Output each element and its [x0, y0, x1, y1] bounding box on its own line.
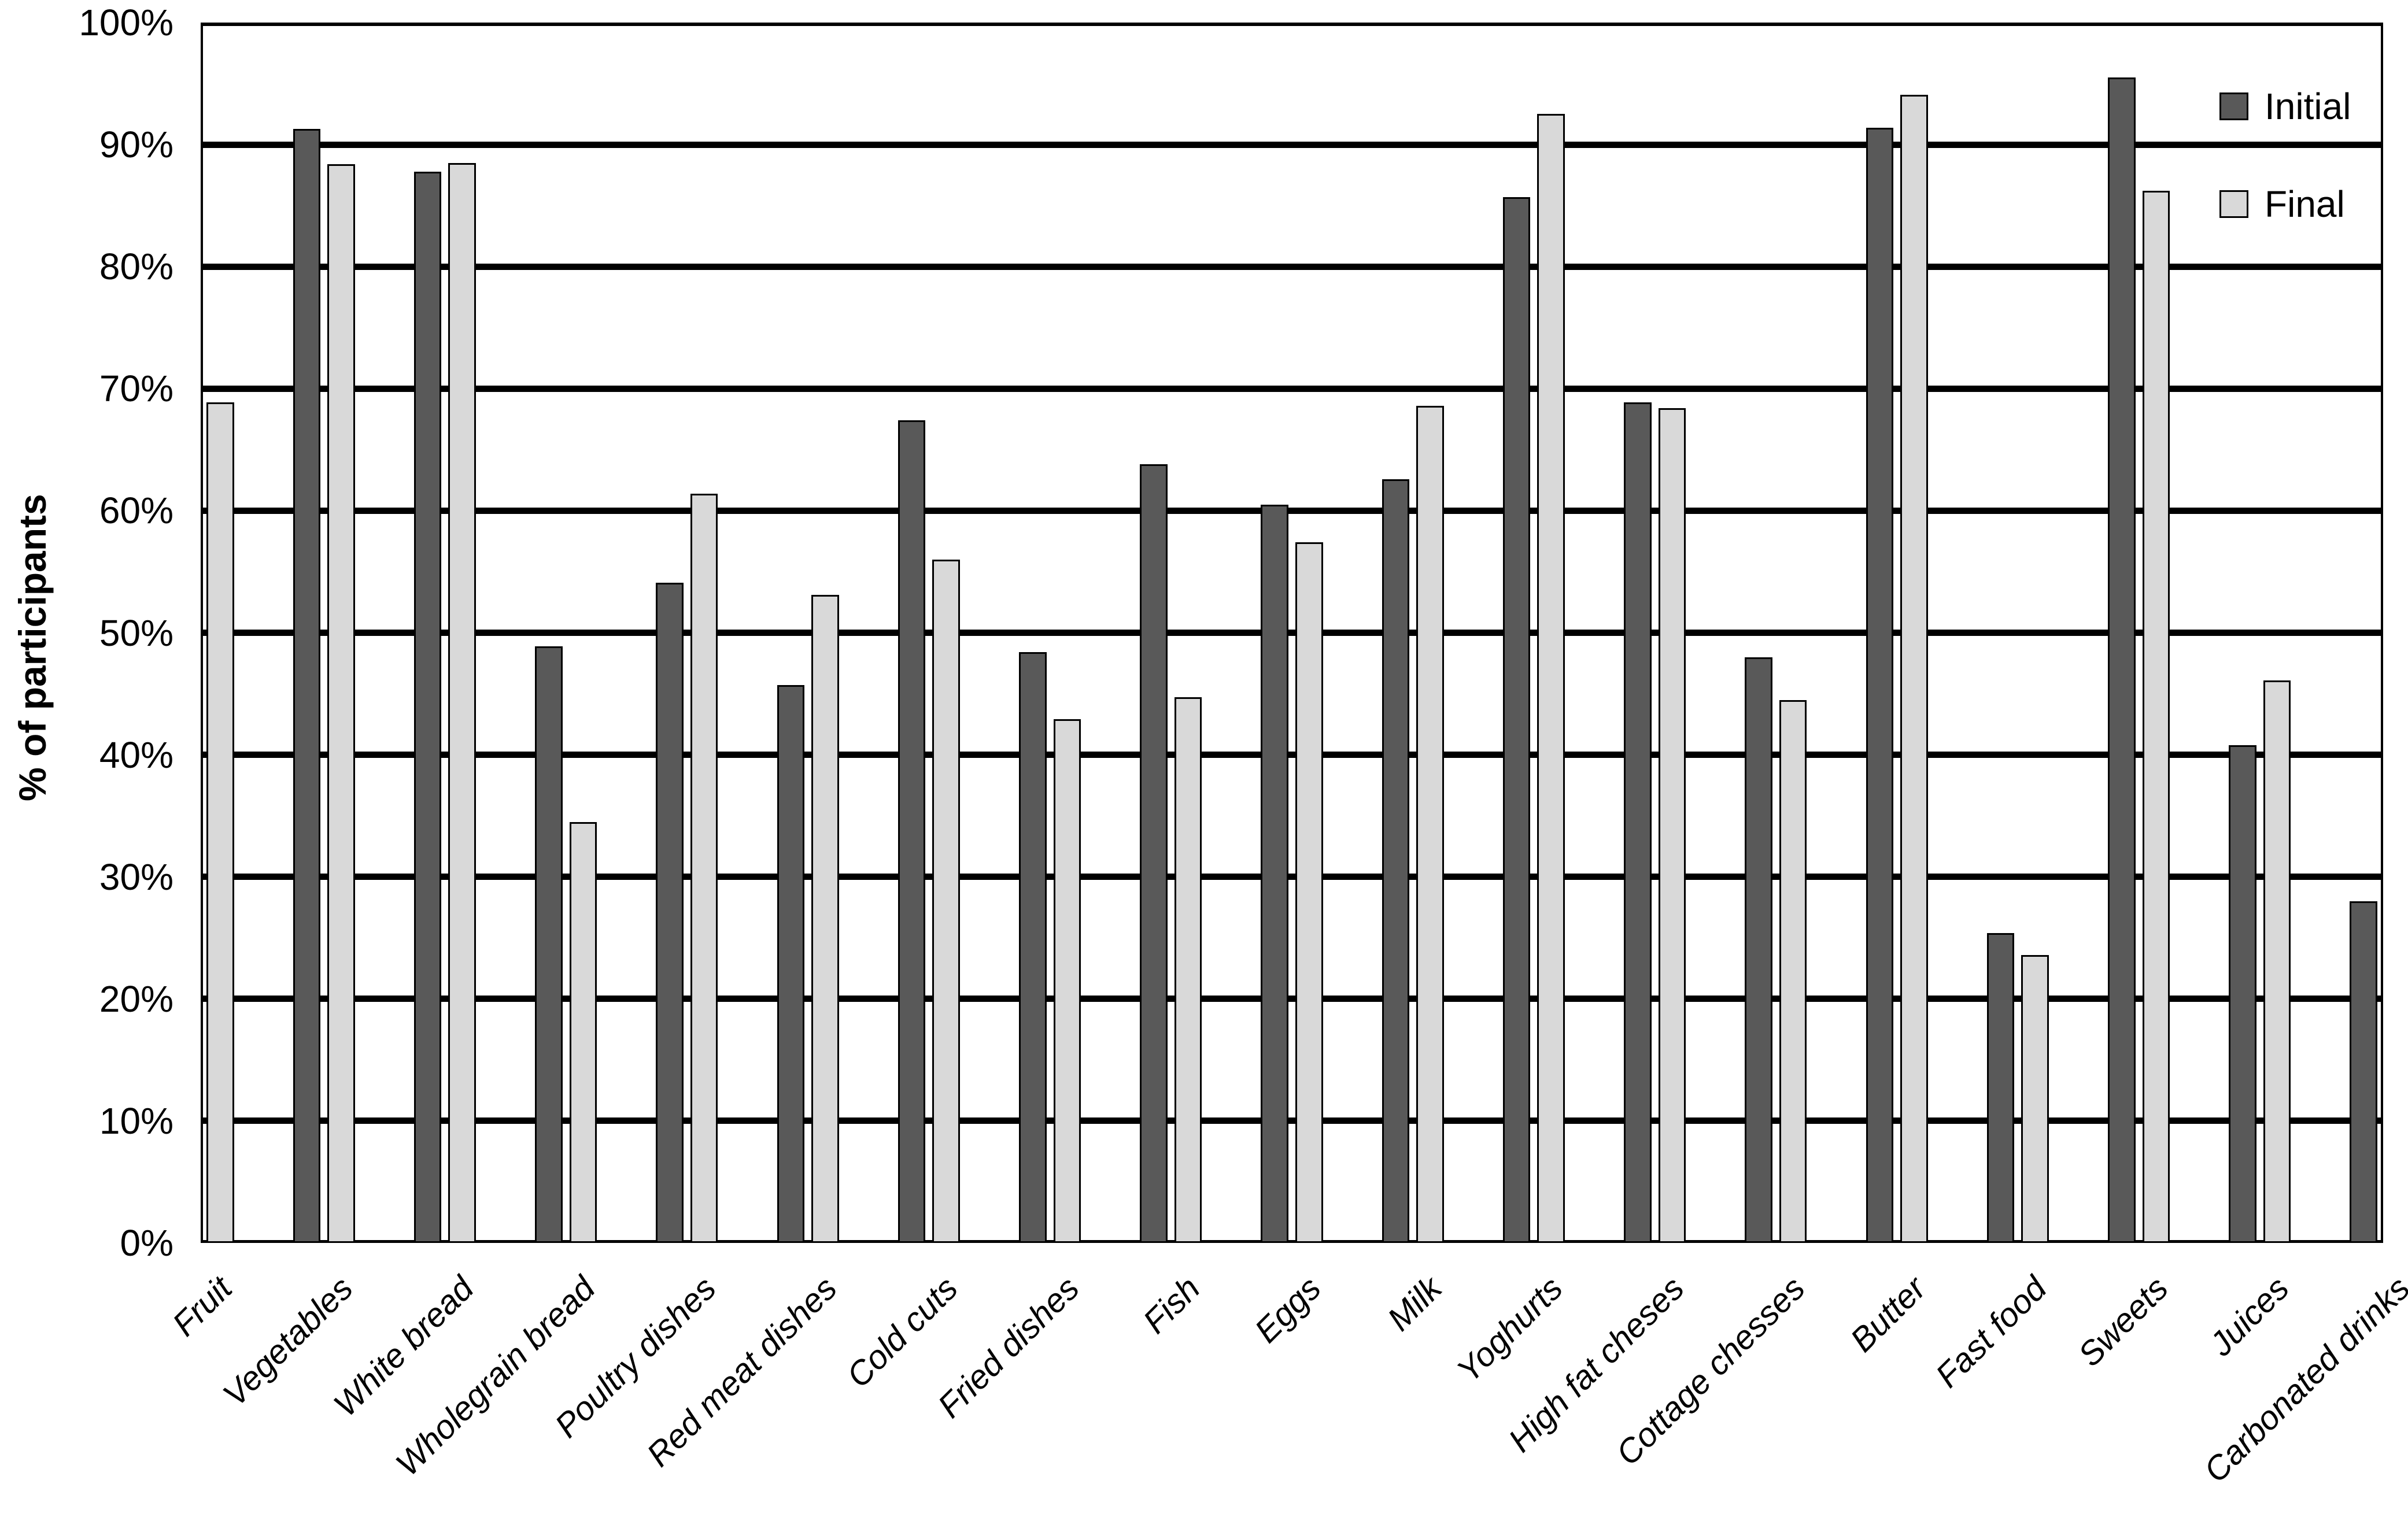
- gridline-0%: [203, 1239, 2381, 1243]
- gridline-70%: [203, 385, 2381, 392]
- bar-final-white-bread: [448, 162, 477, 1243]
- bar-initial-vegetables: [293, 128, 321, 1243]
- bar-initial-white-bread: [413, 171, 442, 1243]
- bar-final-poultry-dishes: [690, 493, 718, 1243]
- x-tick-label-butter: Butter: [1843, 1269, 1933, 1360]
- legend-item-final: Final: [2219, 183, 2345, 225]
- gridline-40%: [203, 752, 2381, 758]
- x-tick-label-cold-cuts: Cold cuts: [840, 1269, 965, 1395]
- bar-initial-high-fat-cheses: [1624, 402, 1652, 1243]
- bar-initial-fast-food: [1986, 932, 2015, 1243]
- bar-initial-butter: [1866, 127, 1894, 1243]
- gridline-80%: [203, 263, 2381, 270]
- y-tick-label: 60%: [99, 490, 173, 532]
- x-tick-label-wholegrain-bread: Wholegrain bread: [388, 1269, 603, 1483]
- bar-initial-poultry-dishes: [656, 582, 684, 1243]
- bar-final-juices: [2263, 680, 2291, 1243]
- x-tick-label-carbonated-drinks: Carbonated drinks: [2196, 1269, 2408, 1490]
- legend-swatch-final: [2219, 190, 2248, 218]
- y-tick-label: 0%: [120, 1222, 174, 1264]
- y-tick-label: 100%: [79, 2, 173, 43]
- x-tick-label-milk: Milk: [1380, 1269, 1449, 1338]
- gridline-20%: [203, 996, 2381, 1002]
- bar-final-butter: [1900, 94, 1928, 1243]
- bar-final-yoghurts: [1537, 114, 1565, 1243]
- bar-final-cottage-chesses: [1779, 700, 1807, 1243]
- y-tick-label: 40%: [99, 734, 173, 776]
- x-tick-label-fast-food: Fast food: [1929, 1269, 2054, 1395]
- bar-final-vegetables: [327, 164, 355, 1243]
- bar-initial-fish: [1140, 464, 1168, 1243]
- y-tick-label: 80%: [99, 246, 173, 288]
- legend-label-initial: Initial: [2265, 86, 2351, 127]
- x-tick-label-eggs: Eggs: [1247, 1269, 1328, 1350]
- bar-initial-wholegrain-bread: [535, 646, 563, 1243]
- y-tick-label: 20%: [99, 978, 173, 1020]
- x-tick-label-sweets: Sweets: [2070, 1269, 2176, 1374]
- x-tick-label-yoghurts: Yoghurts: [1450, 1269, 1571, 1390]
- y-tick-label: 70%: [99, 368, 173, 410]
- bar-final-sweets: [2142, 191, 2170, 1243]
- gridline-60%: [203, 507, 2381, 514]
- gridline-90%: [203, 141, 2381, 148]
- bar-final-wholegrain-bread: [569, 821, 597, 1243]
- bar-initial-cottage-chesses: [1745, 657, 1772, 1243]
- x-tick-label-juices: Juices: [2202, 1269, 2296, 1363]
- y-tick-label: 50%: [99, 612, 173, 654]
- bar-initial-red-meat-dishes: [777, 685, 805, 1243]
- bar-final-fruit: [206, 402, 234, 1243]
- bar-initial-carbonated-drinks: [2350, 901, 2377, 1243]
- plot-area: [201, 23, 2383, 1243]
- gridline-50%: [203, 630, 2381, 636]
- bar-final-high-fat-cheses: [1658, 408, 1686, 1243]
- gridline-100%: [203, 23, 2381, 26]
- bar-initial-cold-cuts: [898, 420, 926, 1243]
- gridline-10%: [203, 1117, 2381, 1124]
- y-tick-label: 10%: [99, 1100, 173, 1142]
- gridline-30%: [203, 874, 2381, 880]
- bar-final-eggs: [1295, 542, 1323, 1243]
- x-tick-label-fish: Fish: [1135, 1269, 1207, 1341]
- bar-initial-juices: [2229, 745, 2256, 1243]
- bar-initial-fried-dishes: [1018, 652, 1047, 1243]
- y-tick-label: 30%: [99, 856, 173, 898]
- bar-final-milk: [1416, 405, 1444, 1243]
- bar-final-red-meat-dishes: [811, 595, 839, 1243]
- legend-label-final: Final: [2265, 183, 2345, 225]
- x-tick-label-fruit: Fruit: [165, 1269, 239, 1344]
- bar-initial-sweets: [2107, 77, 2136, 1243]
- bar-initial-eggs: [1261, 504, 1288, 1243]
- y-tick-label: 90%: [99, 124, 173, 166]
- bar-final-fast-food: [2021, 954, 2049, 1243]
- bar-final-cold-cuts: [932, 559, 960, 1243]
- legend-item-initial: Initial: [2219, 85, 2351, 128]
- bar-initial-yoghurts: [1502, 197, 1531, 1243]
- legend-swatch-initial: [2219, 92, 2248, 120]
- bar-final-fish: [1174, 697, 1202, 1243]
- bar-final-fried-dishes: [1053, 719, 1081, 1243]
- bar-initial-milk: [1382, 479, 1410, 1243]
